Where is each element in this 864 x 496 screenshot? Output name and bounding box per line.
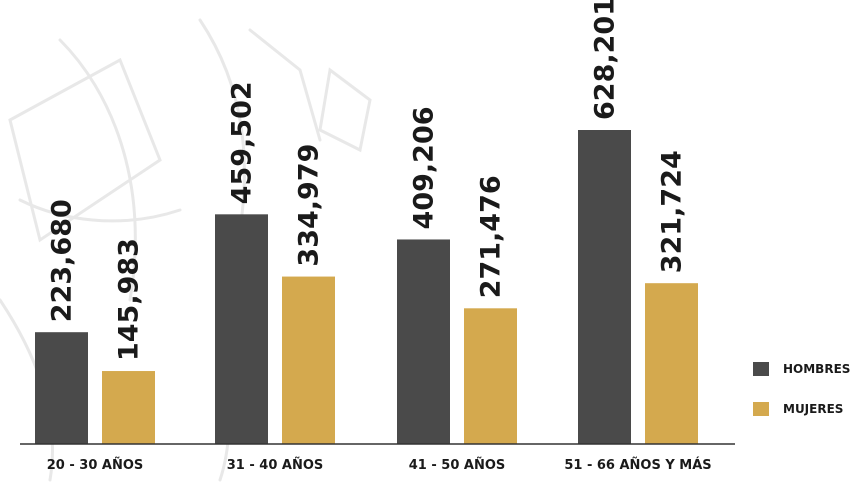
value-label-mujeres-1: 334,979 xyxy=(294,144,325,267)
legend-item-mujeres: MUJERES xyxy=(753,398,850,420)
bar-mujeres-2 xyxy=(464,308,517,444)
legend-item-hombres: HOMBRES xyxy=(753,358,850,380)
legend-swatch-hombres xyxy=(753,362,769,376)
value-label-mujeres-2: 271,476 xyxy=(476,175,507,298)
value-label-mujeres-3: 321,724 xyxy=(657,150,688,273)
bar-hombres-0 xyxy=(35,332,88,444)
legend-label-hombres: HOMBRES xyxy=(783,362,851,376)
x-tick-label-3: 51 - 66 AÑOS Y MÁS xyxy=(564,457,711,473)
x-tick-label-1: 31 - 40 AÑOS xyxy=(227,457,324,473)
legend-swatch-mujeres xyxy=(753,402,769,416)
legend-label-mujeres: MUJERES xyxy=(783,402,844,416)
bars-layer xyxy=(35,130,698,444)
value-labels-layer: 223,680 459,502 409,206 628,201 145,983 334,9… xyxy=(47,0,688,361)
legend: HOMBRES MUJERES xyxy=(753,358,850,438)
x-tick-label-0: 20 - 30 AÑOS xyxy=(47,457,144,473)
x-ticks-layer: 20 - 30 AÑOS 31 - 40 AÑOS 41 - 50 AÑOS 51 -… xyxy=(47,457,712,473)
bar-mujeres-3 xyxy=(645,283,698,444)
bar-hombres-1 xyxy=(215,214,268,444)
value-label-mujeres-0: 145,983 xyxy=(114,238,145,361)
x-tick-label-2: 41 - 50 AÑOS xyxy=(409,457,506,473)
value-label-hombres-0: 223,680 xyxy=(47,199,78,322)
bar-hombres-2 xyxy=(397,239,450,444)
value-label-hombres-2: 409,206 xyxy=(409,106,440,229)
bar-mujeres-1 xyxy=(282,276,335,444)
value-label-hombres-3: 628,201 xyxy=(590,0,621,120)
value-label-hombres-1: 459,502 xyxy=(227,81,258,204)
bar-mujeres-0 xyxy=(102,371,155,444)
bar-hombres-3 xyxy=(578,130,631,444)
